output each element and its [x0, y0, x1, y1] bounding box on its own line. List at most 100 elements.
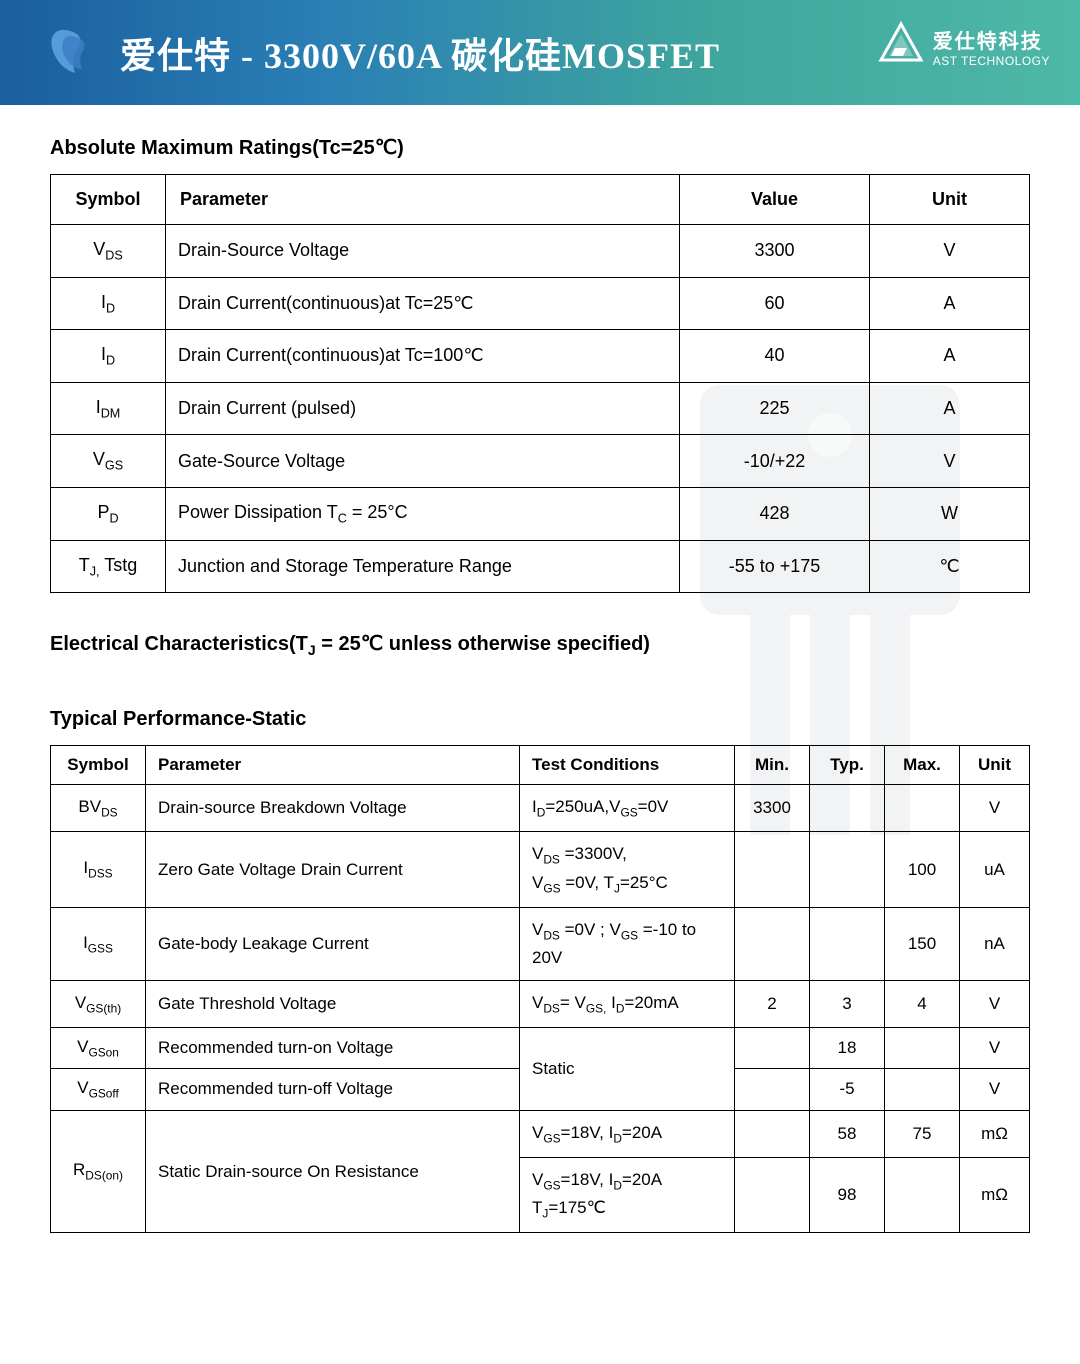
table-typical-performance-static: SymbolParameterTest ConditionsMin.Typ.Ma… — [50, 745, 1030, 1233]
cell-symbol: IDM — [51, 382, 166, 435]
cell-typ: 3 — [810, 980, 885, 1027]
table-header-cell: Parameter — [146, 746, 520, 785]
logo-left-icon — [40, 23, 100, 83]
table-header-cell: Unit — [870, 175, 1030, 225]
cell-typ: -5 — [810, 1069, 885, 1110]
cell-max — [885, 1069, 960, 1110]
cell-test-conditions: VDS =3300V,VGS =0V, TJ=25°C — [520, 832, 735, 908]
table-row: IDSSZero Gate Voltage Drain CurrentVDS =… — [51, 832, 1030, 908]
cell-symbol: IGSS — [51, 907, 146, 980]
table-header-cell: Symbol — [51, 746, 146, 785]
page-title: 爱仕特 - 3300V/60A 碳化硅MOSFET — [120, 27, 720, 79]
cell-value: 3300 — [680, 225, 870, 278]
cell-max — [885, 1157, 960, 1233]
cell-unit: V — [960, 785, 1030, 832]
cell-value: -55 to +175 — [680, 540, 870, 593]
cell-test-conditions: VDS =0V ; VGS =-10 to 20V — [520, 907, 735, 980]
cell-max: 75 — [885, 1110, 960, 1157]
cell-typ: 18 — [810, 1027, 885, 1068]
table-row: TJ, Tstg Junction and Storage Temperatur… — [51, 540, 1030, 593]
cell-parameter: Zero Gate Voltage Drain Current — [146, 832, 520, 908]
cell-unit: V — [960, 980, 1030, 1027]
brand-triangle-icon — [877, 20, 925, 73]
cell-min — [735, 907, 810, 980]
table-header-cell: Parameter — [166, 175, 680, 225]
cell-value: 40 — [680, 330, 870, 383]
cell-parameter: Recommended turn-on Voltage — [146, 1027, 520, 1068]
cell-min — [735, 1027, 810, 1068]
page-header: 爱仕特 - 3300V/60A 碳化硅MOSFET 爱仕特科技 AST TECH… — [0, 0, 1080, 105]
cell-min — [735, 832, 810, 908]
cell-typ: 98 — [810, 1157, 885, 1233]
table-row: ID Drain Current(continuous)at Tc=25℃ 60… — [51, 277, 1030, 330]
cell-value: -10/+22 — [680, 435, 870, 488]
cell-unit: ℃ — [870, 540, 1030, 593]
cell-symbol: VDS — [51, 225, 166, 278]
cell-symbol: VGS — [51, 435, 166, 488]
brand-name-cn: 爱仕特科技 — [933, 25, 1050, 54]
cell-value: 225 — [680, 382, 870, 435]
cell-max: 100 — [885, 832, 960, 908]
table-header-cell: Value — [680, 175, 870, 225]
table-header-cell: Symbol — [51, 175, 166, 225]
table-row: VGS(th)Gate Threshold VoltageVDS= VGS, I… — [51, 980, 1030, 1027]
table-row: VDS Drain-Source Voltage 3300 V — [51, 225, 1030, 278]
cell-parameter: Recommended turn-off Voltage — [146, 1069, 520, 1110]
cell-unit: V — [870, 435, 1030, 488]
cell-typ: 58 — [810, 1110, 885, 1157]
cell-parameter: Gate Threshold Voltage — [146, 980, 520, 1027]
section-title-electrical-characteristics: Electrical Characteristics(TJ = 25℃ unle… — [50, 631, 1030, 658]
cell-parameter: Drain Current(continuous)at Tc=25℃ — [166, 277, 680, 330]
cell-unit: V — [960, 1027, 1030, 1068]
cell-test-conditions: ID=250uA,VGS=0V — [520, 785, 735, 832]
table-header-cell: Min. — [735, 746, 810, 785]
cell-test-conditions: VGS=18V, ID=20ATJ=175℃ — [520, 1157, 735, 1233]
cell-max: 4 — [885, 980, 960, 1027]
cell-symbol: BVDS — [51, 785, 146, 832]
cell-test-conditions: VGS=18V, ID=20A — [520, 1110, 735, 1157]
cell-min — [735, 1110, 810, 1157]
table-row: IGSSGate-body Leakage CurrentVDS =0V ; V… — [51, 907, 1030, 980]
cell-unit: mΩ — [960, 1157, 1030, 1233]
cell-parameter: Power Dissipation TC = 25°C — [166, 487, 680, 540]
cell-symbol: VGS(th) — [51, 980, 146, 1027]
cell-parameter: Drain Current (pulsed) — [166, 382, 680, 435]
cell-parameter: Drain-Source Voltage — [166, 225, 680, 278]
cell-typ — [810, 907, 885, 980]
table-header-cell: Typ. — [810, 746, 885, 785]
cell-min: 2 — [735, 980, 810, 1027]
brand-name-en: AST TECHNOLOGY — [933, 54, 1050, 68]
cell-min — [735, 1157, 810, 1233]
cell-typ — [810, 832, 885, 908]
cell-value: 60 — [680, 277, 870, 330]
table-row: ID Drain Current(continuous)at Tc=100℃ 4… — [51, 330, 1030, 383]
cell-parameter: Static Drain-source On Resistance — [146, 1110, 520, 1233]
table-row: RDS(on)Static Drain-source On Resistance… — [51, 1110, 1030, 1157]
cell-parameter: Gate-body Leakage Current — [146, 907, 520, 980]
cell-max — [885, 785, 960, 832]
table-row: VGSonRecommended turn-on VoltageStatic18… — [51, 1027, 1030, 1068]
cell-parameter: Gate-Source Voltage — [166, 435, 680, 488]
cell-unit: uA — [960, 832, 1030, 908]
cell-max — [885, 1027, 960, 1068]
table-row: PD Power Dissipation TC = 25°C 428 W — [51, 487, 1030, 540]
cell-test-conditions: Static — [520, 1027, 735, 1110]
cell-symbol: ID — [51, 330, 166, 383]
table-header-cell: Test Conditions — [520, 746, 735, 785]
cell-symbol: ID — [51, 277, 166, 330]
cell-parameter: Drain-source Breakdown Voltage — [146, 785, 520, 832]
section-title-typical-performance: Typical Performance-Static — [50, 708, 1030, 731]
table-header-cell: Max. — [885, 746, 960, 785]
table-row: BVDSDrain-source Breakdown VoltageID=250… — [51, 785, 1030, 832]
cell-symbol: PD — [51, 487, 166, 540]
cell-symbol: VGSoff — [51, 1069, 146, 1110]
cell-typ — [810, 785, 885, 832]
table-header-cell: Unit — [960, 746, 1030, 785]
cell-parameter: Junction and Storage Temperature Range — [166, 540, 680, 593]
brand-logo-right: 爱仕特科技 AST TECHNOLOGY — [877, 20, 1050, 73]
cell-symbol: IDSS — [51, 832, 146, 908]
cell-parameter: Drain Current(continuous)at Tc=100℃ — [166, 330, 680, 383]
cell-unit: V — [960, 1069, 1030, 1110]
table-row: IDM Drain Current (pulsed) 225 A — [51, 382, 1030, 435]
cell-max: 150 — [885, 907, 960, 980]
